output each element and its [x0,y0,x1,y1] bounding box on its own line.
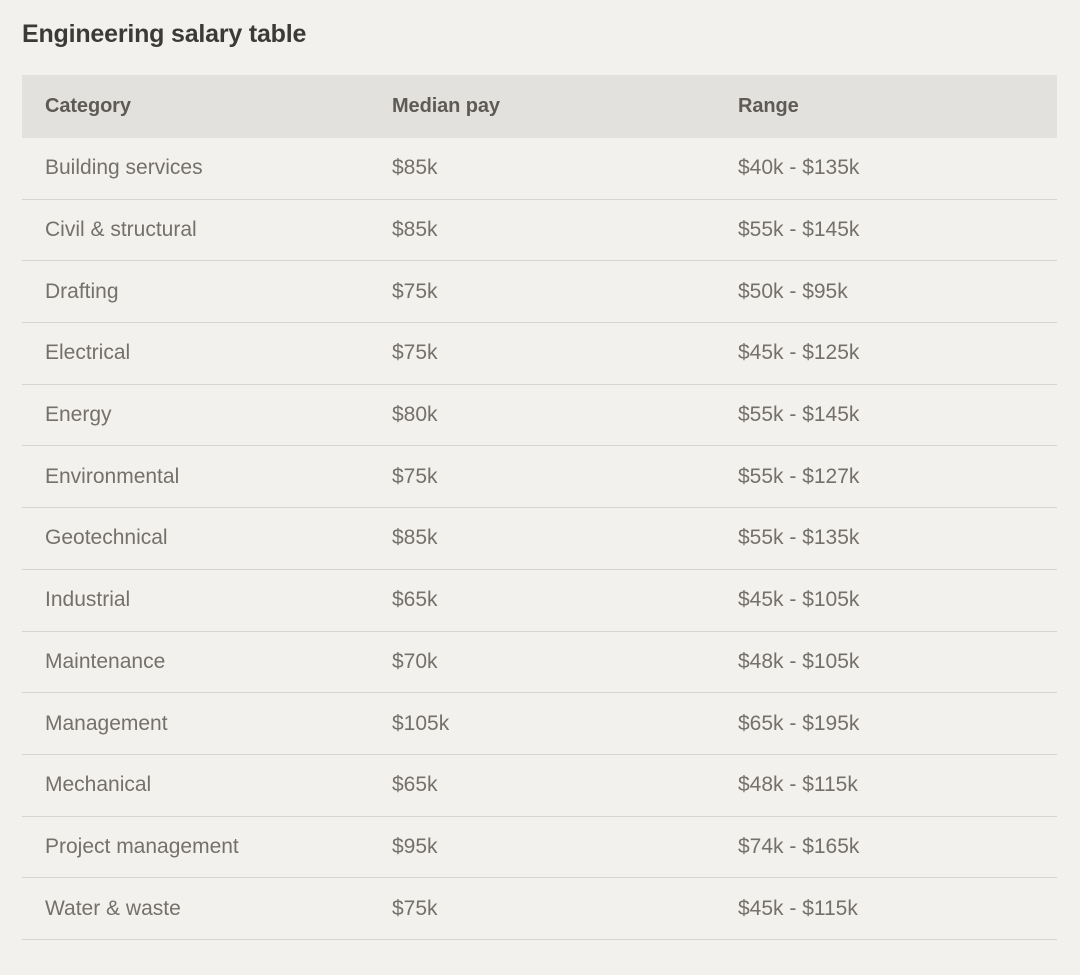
cell-median-pay: $65k [392,588,438,612]
cell-median-pay: $85k [392,156,438,180]
cell-range: $55k - $145k [738,403,860,427]
cell-category: Maintenance [45,649,166,673]
cell-median-pay: $85k [392,218,438,242]
table-row: Maintenance $70k $48k - $105k [22,632,1057,694]
column-header-median-pay: Median pay [392,95,500,117]
cell-range: $45k - $125k [738,341,860,365]
table-body: Building services $85k $40k - $135k Civil &… [22,138,1057,940]
table-row: Environmental $75k $55k - $127k [22,446,1057,509]
cell-category: Industrial [45,588,131,612]
cell-range: $48k - $105k [738,649,860,673]
cell-median-pay: $80k [392,403,438,427]
cell-category: Mechanical [45,773,152,797]
cell-range: $55k - $145k [738,218,860,242]
cell-category: Energy [45,403,112,427]
cell-category: Geotechnical [45,526,168,550]
cell-range: $48k - $115k [738,773,858,797]
cell-median-pay: $85k [392,526,438,550]
table-header-row: Category Median pay Range [22,75,1057,138]
cell-median-pay: $70k [392,649,438,673]
table-row: Geotechnical $85k $55k - $135k [22,508,1057,570]
cell-median-pay: $105k [392,711,450,735]
cell-category: Electrical [45,341,131,365]
cell-range: $55k - $127k [738,464,860,488]
cell-category: Water & waste [45,896,181,920]
table-row: Water & waste $75k $45k - $115k [22,878,1057,940]
cell-median-pay: $75k [392,341,438,365]
column-header-range: Range [738,95,799,117]
cell-median-pay: $65k [392,773,438,797]
cell-median-pay: $95k [392,834,438,858]
cell-category: Project management [45,834,239,858]
cell-range: $45k - $105k [738,588,860,612]
cell-category: Management [45,711,168,735]
cell-median-pay: $75k [392,464,438,488]
salary-table-page: Engineering salary table Category Median… [22,20,1057,940]
cell-range: $40k - $135k [738,156,860,180]
cell-category: Civil & structural [45,218,197,242]
table-row: Drafting $75k $50k - $95k [22,261,1057,324]
table-row: Management $105k $65k - $195k [22,693,1057,755]
cell-category: Environmental [45,464,180,488]
salary-table: Category Median pay Range Building servi… [22,75,1057,940]
table-row: Industrial $65k $45k - $105k [22,570,1057,632]
cell-median-pay: $75k [392,896,438,920]
cell-range: $74k - $165k [738,834,860,858]
cell-category: Drafting [45,279,119,303]
table-row: Civil & structural $85k $55k - $145k [22,200,1057,262]
table-row: Energy $80k $55k - $145k [22,385,1057,447]
cell-range: $55k - $135k [738,526,860,550]
table-row: Building services $85k $40k - $135k [22,138,1057,200]
column-header-category: Category [45,95,131,117]
table-row: Electrical $75k $45k - $125k [22,323,1057,385]
cell-median-pay: $75k [392,279,438,303]
table-row: Mechanical $65k $48k - $115k [22,755,1057,817]
cell-range: $65k - $195k [738,711,860,735]
cell-category: Building services [45,156,203,180]
cell-range: $45k - $115k [738,896,858,920]
cell-range: $50k - $95k [738,279,848,303]
page-title: Engineering salary table [22,20,307,48]
table-row: Project management $95k $74k - $165k [22,817,1057,879]
